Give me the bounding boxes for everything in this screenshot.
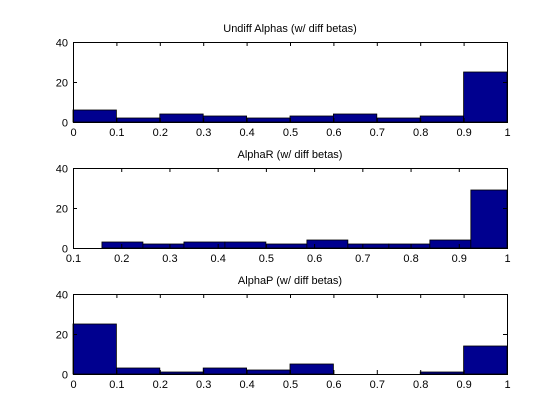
chart-title: Undiff Alphas (w/ diff betas)	[223, 23, 357, 35]
x-tick-label: 0.1	[109, 379, 124, 391]
y-tick-label: 40	[56, 164, 68, 176]
histogram-bar	[116, 117, 161, 123]
axes-box	[73, 42, 508, 123]
histogram-bar	[142, 243, 185, 249]
y-tick-label: 20	[56, 78, 68, 90]
axes-box	[73, 168, 508, 249]
x-tick-label: 0.8	[413, 379, 428, 391]
x-tick-label: 0.6	[307, 253, 322, 265]
x-tick-label: 0.8	[413, 127, 428, 139]
x-tick-label: 0.3	[196, 127, 211, 139]
x-tick-label: 0	[70, 379, 76, 391]
y-tick-label: 40	[56, 38, 68, 50]
x-tick-label: 0.1	[66, 253, 81, 265]
y-tick-label: 40	[56, 290, 68, 302]
histogram-bar	[159, 113, 204, 123]
x-tick-label: 0.9	[456, 379, 471, 391]
histogram-bar	[388, 243, 431, 249]
x-tick-label: 0.6	[326, 127, 341, 139]
x-tick-label: 0.3	[196, 379, 211, 391]
histogram-bar	[463, 71, 508, 123]
x-tick-label: 0.2	[153, 127, 168, 139]
histogram-bar	[419, 115, 465, 123]
x-tick-label: 0.7	[355, 253, 370, 265]
histogram-bar	[202, 367, 247, 375]
subplot-3: AlphaP (w/ diff betas) 0 0.1 0.2 0.3 0.4 0.5 0…	[56, 275, 511, 391]
histogram-bar	[419, 371, 465, 375]
histogram-bar	[376, 117, 421, 123]
x-tick-label: 0.1	[109, 127, 124, 139]
x-tick-label: 1	[504, 127, 510, 139]
y-tick-label: 0	[62, 244, 68, 256]
histogram-bar	[101, 241, 144, 249]
histogram-bar	[72, 109, 117, 123]
x-tick-label: 0.6	[326, 379, 341, 391]
histogram-bar	[265, 243, 308, 249]
histogram-bar	[224, 241, 267, 249]
histogram-bar	[332, 113, 378, 123]
x-tick-label: 0.3	[162, 253, 177, 265]
y-tick-label: 20	[56, 330, 68, 342]
x-tick-label: 0.5	[283, 379, 298, 391]
histogram-bar	[463, 345, 508, 375]
histogram-bar	[347, 243, 390, 249]
y-tick-label: 0	[62, 370, 68, 382]
x-tick-label: 0.7	[370, 379, 385, 391]
histogram-bar	[183, 241, 226, 249]
histogram-bar	[470, 189, 508, 249]
histogram-bar	[246, 369, 291, 375]
histogram-bar	[429, 239, 472, 249]
x-tick-label: 0.4	[239, 127, 254, 139]
x-tick-label: 0.2	[153, 379, 168, 391]
x-tick-label: 0	[70, 127, 76, 139]
axes-box	[73, 294, 508, 375]
x-tick-label: 0.8	[403, 253, 418, 265]
y-tick-label: 20	[56, 204, 68, 216]
x-tick-label: 0.4	[211, 253, 226, 265]
histogram-bar	[159, 371, 204, 375]
y-tick-label: 0	[62, 118, 68, 130]
chart-title: AlphaP (w/ diff betas)	[238, 275, 342, 287]
subplot-2: AlphaR (w/ diff betas) 0.1 0.2 0.3 0.4 0.5 0.…	[56, 149, 511, 265]
histogram-bar	[246, 117, 291, 123]
histogram-bar	[289, 363, 334, 375]
chart-title: AlphaR (w/ diff betas)	[238, 149, 343, 161]
x-tick-label: 0.5	[283, 127, 298, 139]
histogram-bar	[289, 115, 334, 123]
histogram-bar	[72, 323, 117, 375]
x-tick-label: 0.9	[456, 127, 471, 139]
x-tick-label: 0.7	[370, 127, 385, 139]
x-tick-label: 0.9	[452, 253, 467, 265]
x-tick-label: 1	[504, 379, 510, 391]
x-tick-label: 0.2	[114, 253, 129, 265]
x-tick-label: 0.5	[259, 253, 274, 265]
histogram-bar	[202, 115, 247, 123]
x-tick-label: 1	[504, 253, 510, 265]
histogram-bar	[306, 239, 349, 249]
x-tick-label: 0.4	[239, 379, 254, 391]
subplot-1: Undiff Alphas (w/ diff betas) 0 0.1 0.2 0.3…	[56, 23, 511, 139]
histogram-bar	[116, 367, 161, 375]
